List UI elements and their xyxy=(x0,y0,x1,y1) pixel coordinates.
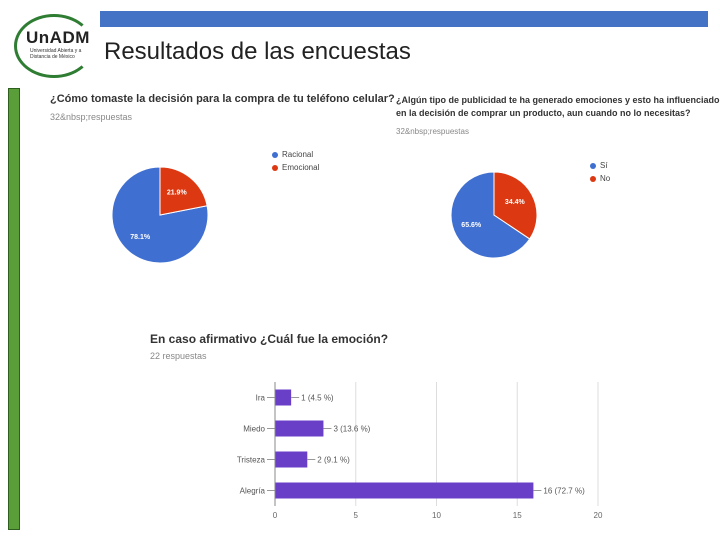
bar-value-label: 16 (72.7 %) xyxy=(543,487,585,496)
header-accent-bar xyxy=(100,11,708,27)
side-accent-bar xyxy=(8,88,20,530)
legend-dot-red xyxy=(590,175,596,182)
chart2-legend-item: No xyxy=(590,174,610,183)
chart2-subtitle: 32&nbsp;respuestas xyxy=(396,127,469,136)
legend-dot-blue xyxy=(590,162,596,169)
chart2-title-line2: en la decisión de comprar un producto, a… xyxy=(396,108,691,118)
x-tick-label: 20 xyxy=(594,511,603,518)
chart1-legend-item: Racional xyxy=(272,150,313,159)
chart2-legend-label: No xyxy=(600,174,611,183)
pie-slice-emocional xyxy=(159,166,208,216)
chart3-subtitle: 22 respuestas xyxy=(150,351,207,361)
x-tick-label: 0 xyxy=(273,511,278,518)
chart1-legend-item: Emocional xyxy=(272,163,319,172)
logo-subtitle: Universidad Abierta y a Distancia de Méx… xyxy=(30,48,82,60)
chart1-pie: 78.1% 21.9% xyxy=(111,166,209,264)
page-title: Resultados de las encuestas xyxy=(104,38,411,65)
chart1-title: ¿Cómo tomaste la decisión para la compra… xyxy=(50,93,395,105)
chart1-subtitle: 32&nbsp;respuestas xyxy=(50,112,133,122)
pie-value-label: 21.9% xyxy=(167,190,188,197)
category-label: Ira xyxy=(256,394,266,403)
x-tick-label: 15 xyxy=(513,511,522,518)
chart2-title-line1: ¿Algún tipo de publicidad te ha generado… xyxy=(396,95,720,105)
chart2-title: ¿Algún tipo de publicidad te ha generado… xyxy=(396,94,720,120)
chart3-title: En caso afirmativo ¿Cuál fue la emoción? xyxy=(150,332,389,346)
chart2-pie: 65.6% 34.4% xyxy=(450,171,538,259)
pie-slice-no xyxy=(493,171,538,240)
bar-value-label: 2 (9.1 %) xyxy=(317,456,350,465)
logo-ring xyxy=(14,14,94,78)
bar-3 xyxy=(275,482,534,499)
category-label: Tristeza xyxy=(237,456,266,465)
bar-2 xyxy=(275,451,308,468)
x-tick-label: 5 xyxy=(354,511,359,518)
chart3-bar-chart: 0 5 10 15 20 Ira 1 (4.5 %) Miedo 3 (13.6 %) Trist… xyxy=(237,382,603,518)
pie-value-label: 65.6% xyxy=(461,222,482,229)
bar-0 xyxy=(275,389,292,406)
category-label: Alegría xyxy=(240,487,266,496)
chart2-legend-label: Sí xyxy=(600,161,608,170)
bar-1 xyxy=(275,420,324,437)
pie-value-label: 78.1% xyxy=(130,234,151,241)
bar-value-label: 3 (13.6 %) xyxy=(333,425,370,434)
category-label: Miedo xyxy=(243,425,265,434)
legend-dot-blue xyxy=(272,151,278,158)
chart1-legend-label: Racional xyxy=(282,150,314,159)
logo-text: UnADM xyxy=(26,28,90,47)
bar-value-label: 1 (4.5 %) xyxy=(301,394,334,403)
chart2-legend-item: Sí xyxy=(590,161,608,170)
x-tick-label: 10 xyxy=(432,511,441,518)
chart1-legend-label: Emocional xyxy=(282,163,320,172)
legend-dot-red xyxy=(272,164,278,171)
pie-slice-sí xyxy=(450,171,531,259)
pie-value-label: 34.4% xyxy=(505,199,526,206)
